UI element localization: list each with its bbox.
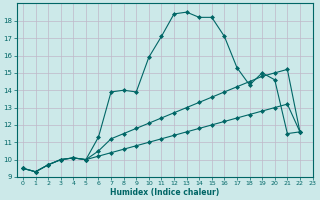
X-axis label: Humidex (Indice chaleur): Humidex (Indice chaleur) — [110, 188, 219, 197]
